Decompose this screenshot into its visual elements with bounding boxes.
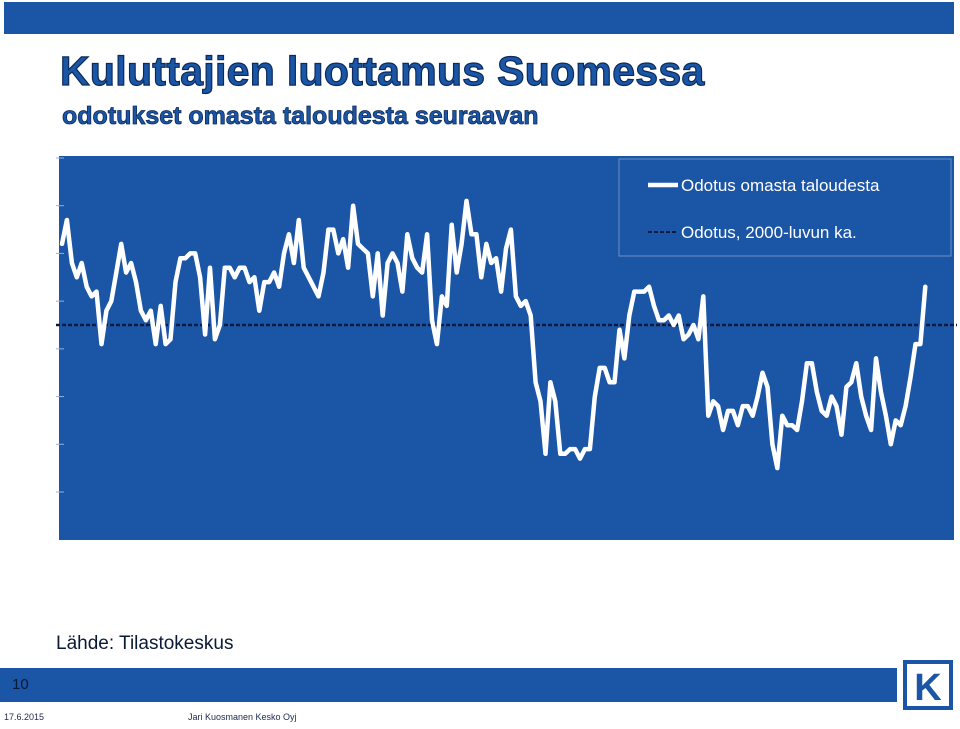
- page-number: 10: [12, 676, 29, 693]
- x-tick-label: 7/09: [615, 564, 634, 597]
- x-tick-label: 1/15: [941, 564, 960, 597]
- x-tick-label: 7/08: [556, 564, 575, 597]
- bottom-banner: [0, 668, 897, 702]
- x-tick-label: 1/03: [231, 564, 250, 597]
- top-banner: [4, 2, 954, 34]
- x-tick-label: 1/12: [763, 564, 782, 597]
- x-axis-labels: 1/00 7/00 1/01 7/01 1/02 7/02 1/03 7/03 1/04 7/04…: [53, 563, 960, 597]
- x-tick-label: 1/14: [882, 563, 901, 597]
- footer-author: Jari Kuosmanen Kesko Oyj: [188, 712, 297, 722]
- x-tick-label: 7/00: [83, 564, 102, 597]
- x-tick-label: 1/00: [53, 564, 72, 597]
- x-tick-label: 1/01: [112, 564, 131, 597]
- legend-label-average: Odotus, 2000-luvun ka.: [681, 223, 857, 242]
- x-tick-label: 1/02: [171, 564, 190, 597]
- x-tick-label: 7/07: [497, 564, 516, 597]
- consumer-confidence-chart: Odotus omasta taloudesta Odotus, 2000-lu…: [53, 156, 960, 597]
- x-tick-label: 7/11: [734, 565, 753, 597]
- kesko-logo: K: [903, 660, 953, 710]
- x-tick-label: 7/03: [260, 564, 279, 597]
- x-tick-label: 7/12: [793, 564, 812, 597]
- x-tick-label: 7/10: [675, 564, 694, 597]
- x-tick-label: 7/06: [438, 564, 457, 597]
- legend-label-odotus: Odotus omasta taloudesta: [681, 176, 880, 195]
- slide-subtitle: odotukset omasta taloudesta seuraavan: [62, 102, 539, 131]
- x-tick-label: 1/09: [586, 564, 605, 597]
- x-tick-label: 7/02: [201, 564, 220, 597]
- chart-legend: Odotus omasta taloudesta Odotus, 2000-lu…: [618, 158, 952, 257]
- x-tick-label: 7/01: [142, 564, 161, 597]
- x-tick-label: 7/14: [911, 563, 930, 597]
- x-tick-label: 7/05: [379, 564, 398, 597]
- slide-title: Kuluttajien luottamus Suomessa: [59, 47, 705, 94]
- x-tick-label: 1/10: [645, 564, 664, 597]
- x-tick-label: 7/04: [319, 563, 338, 597]
- footer-date: 17.6.2015: [4, 712, 45, 722]
- x-tick-label: 7/13: [852, 564, 871, 597]
- series-line-odotus: [59, 198, 928, 471]
- legend-box: [618, 158, 952, 257]
- source-note: Lähde: Tilastokeskus: [56, 633, 234, 654]
- logo-letter: K: [914, 667, 942, 709]
- x-tick-label: 1/05: [349, 564, 368, 597]
- x-tick-label: 1/07: [467, 564, 486, 597]
- x-tick-label: 1/04: [290, 563, 309, 597]
- x-tick-label: 1/06: [408, 564, 427, 597]
- y-axis-ticks: [56, 157, 64, 493]
- x-tick-label: 1/08: [527, 564, 546, 597]
- x-tick-label: 1/11: [704, 565, 723, 597]
- x-tick-label: 1/13: [823, 564, 842, 597]
- logo-inner: [907, 664, 949, 706]
